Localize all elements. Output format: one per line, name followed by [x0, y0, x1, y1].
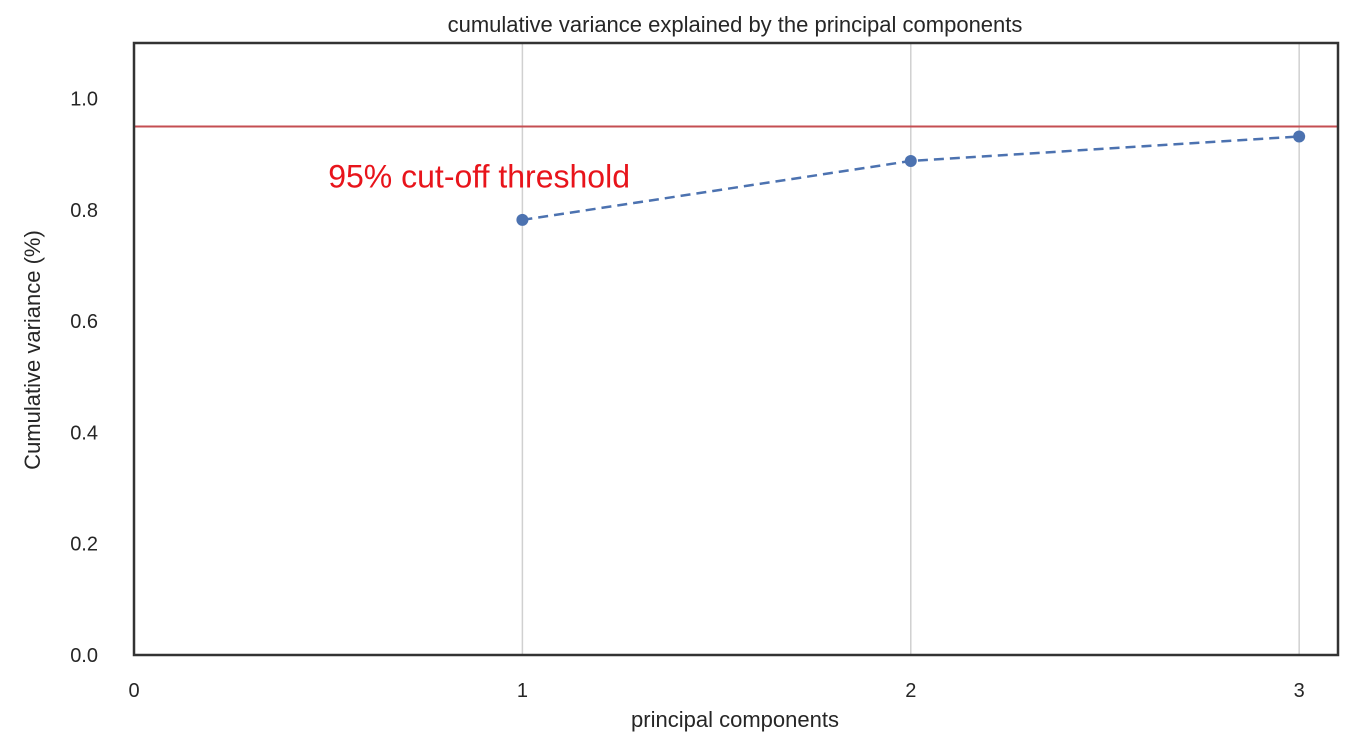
- x-tick-labels: 0 1 2 3: [128, 680, 1304, 702]
- chart-title: cumulative variance explained by the pri…: [448, 12, 1023, 37]
- data-point: [1293, 130, 1306, 143]
- x-tick-label: 1: [517, 680, 528, 702]
- data-point: [904, 154, 917, 167]
- y-tick-label: 0.6: [70, 311, 98, 333]
- threshold-annotation: 95% cut-off threshold: [328, 159, 630, 195]
- y-tick-label: 0.8: [70, 200, 98, 222]
- x-tick-label: 2: [905, 680, 916, 702]
- y-tick-label: 0.4: [70, 422, 98, 444]
- y-tick-label: 0.0: [70, 645, 98, 667]
- y-axis-title: Cumulative variance (%): [20, 230, 45, 470]
- series-group: [516, 130, 1306, 226]
- plot-frame: [132, 41, 1340, 657]
- y-tick-label: 0.2: [70, 534, 98, 556]
- grid-lines: [521, 43, 1300, 655]
- data-point: [516, 213, 529, 226]
- x-axis-title: principal components: [631, 707, 839, 732]
- y-tick-label: 1.0: [70, 89, 98, 111]
- x-tick-label: 3: [1294, 680, 1305, 702]
- y-tick-labels: 0.0 0.2 0.4 0.6 0.8 1.0: [70, 89, 98, 667]
- x-tick-label: 0: [128, 680, 139, 702]
